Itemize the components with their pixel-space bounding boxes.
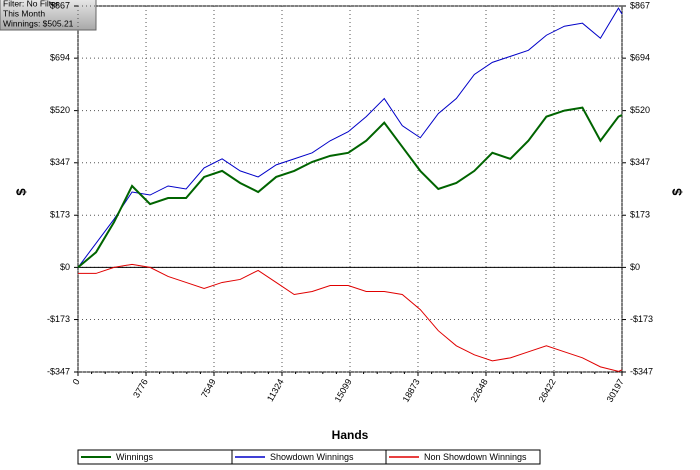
y-tick-label: $0	[60, 262, 70, 272]
series-line	[77, 106, 623, 269]
legend-box	[385, 449, 541, 465]
x-tick-label: 0	[71, 377, 82, 386]
y-tick-label: -$173	[47, 314, 70, 324]
y2-tick-label: -$173	[630, 314, 653, 324]
series-line	[77, 7, 623, 268]
info-text: This Month	[3, 8, 45, 18]
legend-label: Winnings	[116, 452, 154, 462]
info-text: Winnings: $505.21	[3, 18, 74, 28]
y-tick-label: $694	[50, 53, 70, 63]
x-axis-label: Hands	[332, 428, 369, 442]
y-tick-label: $867	[50, 0, 70, 10]
series-line	[78, 263, 623, 372]
y2-tick-label: $173	[630, 210, 650, 220]
y-tick-label: $347	[50, 157, 70, 167]
y2-tick-label: $520	[630, 105, 650, 115]
y2-tick-label: $0	[630, 262, 640, 272]
y2-tick-label: -$347	[630, 366, 653, 376]
y2-tick-label: $694	[630, 53, 650, 63]
y-tick-label: $520	[50, 105, 70, 115]
y-axis-label: $	[13, 188, 28, 196]
y2-tick-label: $347	[630, 157, 650, 167]
y2-axis-label: $	[669, 188, 684, 196]
legend-label: Showdown Winnings	[270, 452, 354, 462]
y-tick-label: -$347	[47, 366, 70, 376]
y-tick-label: $173	[50, 210, 70, 220]
plot-area	[77, 5, 623, 373]
y2-tick-label: $867	[630, 0, 650, 10]
legend-label: Non Showdown Winnings	[424, 452, 527, 462]
info-text: Filter: No Filter	[3, 0, 59, 8]
info-box-bg	[0, 0, 97, 31]
